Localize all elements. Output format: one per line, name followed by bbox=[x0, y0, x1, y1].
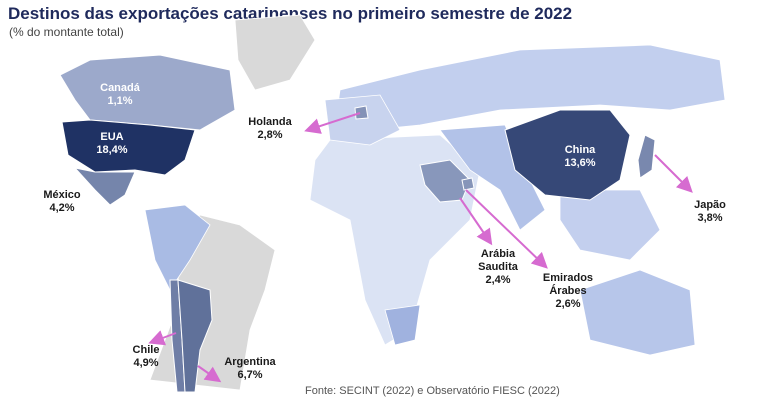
arrow bbox=[148, 330, 177, 346]
country bbox=[73, 167, 136, 206]
country bbox=[61, 119, 196, 176]
region-name: Argentina bbox=[224, 356, 276, 368]
region-value: 1,1% bbox=[107, 95, 133, 107]
subtitle: (% do montante total) bbox=[9, 25, 124, 39]
region-label: Chile 4,9% bbox=[126, 344, 166, 370]
region-label: China 13,6% bbox=[555, 144, 605, 170]
country bbox=[504, 109, 631, 201]
region-label: Argentina 6,7% bbox=[215, 356, 285, 382]
country bbox=[637, 134, 656, 179]
region-value: 4,9% bbox=[133, 357, 159, 369]
country bbox=[59, 54, 236, 131]
region-name: China bbox=[564, 144, 596, 156]
region-value: 2,8% bbox=[257, 129, 283, 141]
region-value: 13,6% bbox=[564, 157, 596, 169]
region-name: EUA bbox=[100, 131, 124, 143]
region-value: 6,7% bbox=[237, 369, 263, 381]
title: Destinos das exportações catarinenses no… bbox=[8, 4, 573, 23]
region-label: México 4,2% bbox=[37, 189, 87, 215]
region-name: Japão bbox=[694, 199, 726, 211]
region-value: 4,2% bbox=[49, 202, 75, 214]
region-label: Arábia Saudita 2,4% bbox=[473, 248, 523, 287]
region-label: Holanda 2,8% bbox=[245, 116, 295, 142]
source: Fonte: SECINT (2022) e Observatório FIES… bbox=[305, 385, 560, 397]
country bbox=[461, 177, 475, 191]
region-name: Chile bbox=[132, 344, 160, 356]
region-name: Canadá bbox=[100, 82, 140, 94]
region-label: EUA 18,4% bbox=[87, 131, 137, 157]
region-value: 2,6% bbox=[555, 298, 581, 310]
region-name: Emirados Árabes bbox=[542, 272, 594, 297]
arrow bbox=[304, 112, 361, 134]
region-name: México bbox=[43, 189, 81, 201]
land bbox=[144, 14, 726, 391]
region-label: Emirados Árabes 2,6% bbox=[538, 272, 598, 311]
country bbox=[177, 279, 213, 393]
arrow bbox=[654, 154, 693, 193]
region-label: Canadá 1,1% bbox=[90, 82, 150, 108]
region-value: 2,4% bbox=[485, 274, 511, 286]
arrow bbox=[465, 189, 548, 269]
region-label: Japão 3,8% bbox=[685, 199, 735, 225]
arrow bbox=[197, 365, 222, 383]
country bbox=[354, 105, 369, 120]
region-name: Holanda bbox=[248, 116, 292, 128]
region-value: 3,8% bbox=[697, 212, 723, 224]
region-value: 18,4% bbox=[96, 144, 128, 156]
region-name: Arábia Saudita bbox=[478, 248, 518, 273]
arrow bbox=[459, 197, 493, 246]
